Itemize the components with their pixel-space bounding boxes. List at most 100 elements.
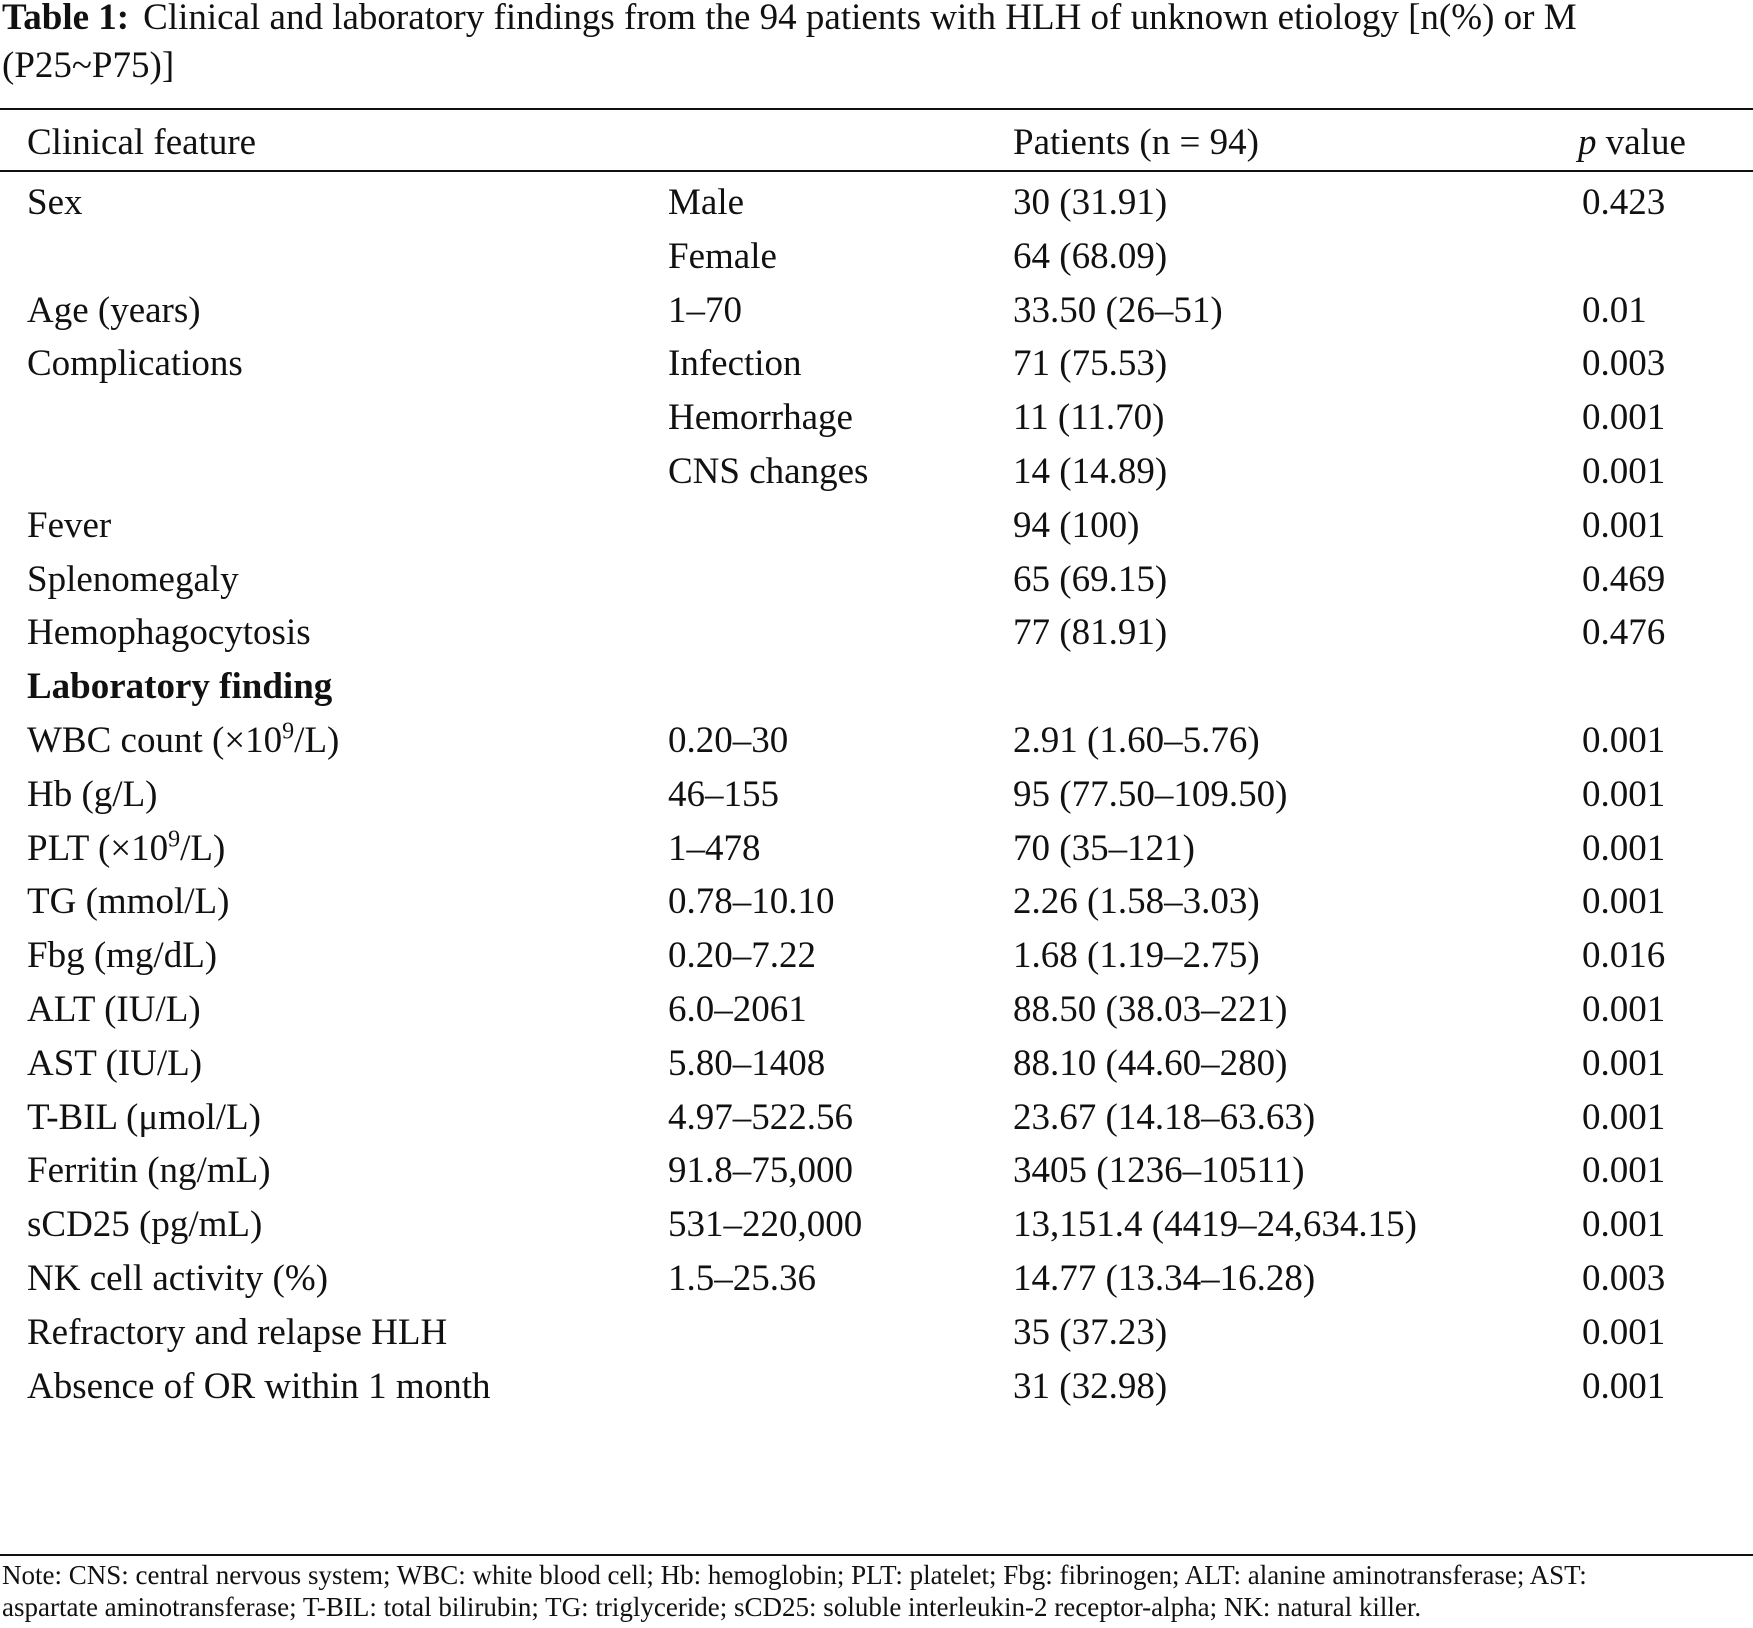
- cell-category: CNS changes: [668, 451, 869, 492]
- table-label: Table 1:: [2, 0, 130, 38]
- cell-patients: 1.68 (1.19–2.75): [1013, 935, 1260, 977]
- cell-feature: sCD25 (pg/mL): [27, 1195, 262, 1255]
- cell-p-value: 0.001: [1582, 1042, 1666, 1084]
- cell-patients: 23.67 (14.18–63.63): [1013, 1096, 1316, 1138]
- cell-category: Female: [668, 235, 777, 277]
- cell-p-value: 0.001: [1582, 1365, 1666, 1407]
- table-row: Age (years) 1–70 33.50 (26–51) 0.01: [0, 281, 1753, 341]
- cell-p-value: 0.01: [1582, 289, 1647, 331]
- table-row: CNS changes 14 (14.89) 0.001: [0, 442, 1753, 502]
- cell-p-value: 0.001: [1582, 1311, 1666, 1353]
- note-line2: aspartate aminotransferase; T-BIL: total…: [2, 1592, 1422, 1622]
- cell-feature-superscript: 9: [168, 826, 181, 853]
- cell-range: 91.8–75,000: [668, 1150, 853, 1192]
- cell-p-value: 0.001: [1582, 1096, 1666, 1138]
- cell-patients: 77 (81.91): [1013, 612, 1168, 654]
- cell-patients: 31 (32.98): [1013, 1365, 1168, 1407]
- table-row: NK cell activity (%) 1.5–25.36 14.77 (13.3…: [0, 1249, 1753, 1309]
- cell-feature: Absence of OR within 1 month: [27, 1357, 490, 1417]
- table-row: sCD25 (pg/mL) 531–220,000 13,151.4 (4419–2…: [0, 1195, 1753, 1255]
- cell-p-value: 0.476: [1582, 612, 1666, 654]
- cell-feature-text: ALT (IU/L): [27, 989, 201, 1030]
- cell-feature: WBC count (×109/L): [27, 711, 339, 771]
- cell-patients: 94 (100): [1013, 504, 1140, 546]
- cell-feature-unit: /L): [294, 720, 340, 761]
- cell-feature-text: sCD25 (pg/mL): [27, 1204, 263, 1246]
- cell-p-value: 0.001: [1582, 451, 1666, 492]
- cell-p-value: 0.001: [1582, 827, 1666, 869]
- caption-text-line1: Clinical and laboratory findings from th…: [143, 0, 1577, 38]
- cell-p-value: 0.001: [1582, 773, 1666, 815]
- header-p-value: p value: [1578, 116, 1686, 170]
- cell-p-value: 0.003: [1582, 343, 1666, 385]
- cell-patients: 65 (69.15): [1013, 558, 1168, 600]
- cell-feature: Ferritin (ng/mL): [27, 1141, 271, 1201]
- cell-p-value: 0.016: [1582, 935, 1666, 977]
- header-clinical-feature: Clinical feature: [27, 122, 257, 163]
- cell-patients: 14.77 (13.34–16.28): [1013, 1258, 1316, 1299]
- cell-feature: T-BIL (μmol/L): [27, 1088, 261, 1148]
- caption-text-line2: (P25~P75)]: [2, 45, 175, 86]
- cell-feature-unit: /L): [180, 827, 226, 869]
- cell-patients: 64 (68.09): [1013, 235, 1168, 277]
- header-p-italic: p: [1578, 122, 1597, 163]
- cell-range: 0.20–30: [668, 720, 789, 761]
- cell-patients: 13,151.4 (4419–24,634.15): [1013, 1204, 1417, 1246]
- cell-feature-text: TG (mmol/L): [27, 881, 230, 923]
- cell-feature: Fever: [27, 504, 112, 546]
- cell-feature-text: NK cell activity (%): [27, 1258, 329, 1299]
- cell-patients: 33.50 (26–51): [1013, 289, 1223, 331]
- cell-feature-text: Ferritin (ng/mL): [27, 1150, 271, 1192]
- cell-p-value: 0.001: [1582, 720, 1666, 761]
- cell-feature: ALT (IU/L): [27, 980, 201, 1040]
- table-row: Sex Male 30 (31.91) 0.423: [0, 173, 1753, 233]
- cell-feature-text: T-BIL (μmol/L): [27, 1096, 261, 1138]
- cell-range: 0.78–10.10: [668, 881, 835, 923]
- cell-feature: TG (mmol/L): [27, 872, 229, 932]
- table-row: Refractory and relapse HLH 35 (37.23) 0.00…: [0, 1303, 1753, 1363]
- cell-range: 1.5–25.36: [668, 1258, 816, 1299]
- cell-feature-text: WBC count (×10: [27, 720, 283, 761]
- cell-feature: Hb (g/L): [27, 765, 158, 825]
- cell-feature-text: Hb (g/L): [27, 773, 158, 815]
- cell-feature: AST (IU/L): [27, 1034, 202, 1094]
- cell-p-value: 0.001: [1582, 881, 1666, 923]
- table-row: Fever 94 (100) 0.001: [0, 496, 1753, 556]
- section-label: Laboratory finding: [27, 666, 333, 708]
- cell-patients: 2.26 (1.58–3.03): [1013, 881, 1260, 923]
- header-value-text: value: [1596, 122, 1686, 163]
- table-header-row: Clinical feature Patients (n = 94) p val…: [0, 116, 1753, 170]
- table-row: Female 64 (68.09): [0, 227, 1753, 287]
- cell-category: Hemorrhage: [668, 397, 853, 439]
- table-row: Fbg (mg/dL) 0.20–7.22 1.68 (1.19–2.75) 0.01…: [0, 926, 1753, 986]
- cell-feature-text: PLT (×10: [27, 827, 169, 869]
- cell-feature: Hemophagocytosis: [27, 612, 311, 654]
- cell-feature: Age (years): [27, 289, 201, 331]
- table-header-rule: [0, 170, 1753, 172]
- table-row: Hb (g/L) 46–155 95 (77.50–109.50) 0.001: [0, 765, 1753, 825]
- table-row: Ferritin (ng/mL) 91.8–75,000 3405 (1236–10…: [0, 1141, 1753, 1201]
- cell-category: 1–70: [668, 289, 742, 331]
- cell-feature-text: Refractory and relapse HLH: [27, 1311, 448, 1353]
- cell-p-value: 0.423: [1582, 182, 1666, 223]
- table-row: T-BIL (μmol/L) 4.97–522.56 23.67 (14.18–63…: [0, 1088, 1753, 1148]
- cell-p-value: 0.469: [1582, 558, 1666, 600]
- table-row: Absence of OR within 1 month 31 (32.98) 0.…: [0, 1357, 1753, 1417]
- cell-patients: 70 (35–121): [1013, 827, 1195, 869]
- cell-patients: 95 (77.50–109.50): [1013, 773, 1288, 815]
- cell-patients: 88.50 (38.03–221): [1013, 989, 1288, 1030]
- cell-range: 531–220,000: [668, 1204, 863, 1246]
- table-row: Hemorrhage 11 (11.70) 0.001: [0, 388, 1753, 448]
- table-row: AST (IU/L) 5.80–1408 88.10 (44.60–280) 0.00…: [0, 1034, 1753, 1094]
- cell-feature: Sex: [27, 182, 83, 223]
- cell-feature: PLT (×109/L): [27, 819, 225, 879]
- cell-feature-text: Absence of OR within 1 month: [27, 1365, 491, 1407]
- table-row: TG (mmol/L) 0.78–10.10 2.26 (1.58–3.03) 0.0…: [0, 872, 1753, 932]
- cell-patients: 35 (37.23): [1013, 1311, 1168, 1353]
- cell-category: Infection: [668, 343, 802, 385]
- section-row-laboratory-finding: Laboratory finding: [0, 657, 1753, 717]
- table-note: Note: CNS: central nervous system; WBC: …: [2, 1559, 1752, 1623]
- note-line1: Note: CNS: central nervous system; WBC: …: [2, 1560, 1587, 1590]
- cell-range: 1–478: [668, 827, 761, 869]
- cell-category: Male: [668, 182, 745, 223]
